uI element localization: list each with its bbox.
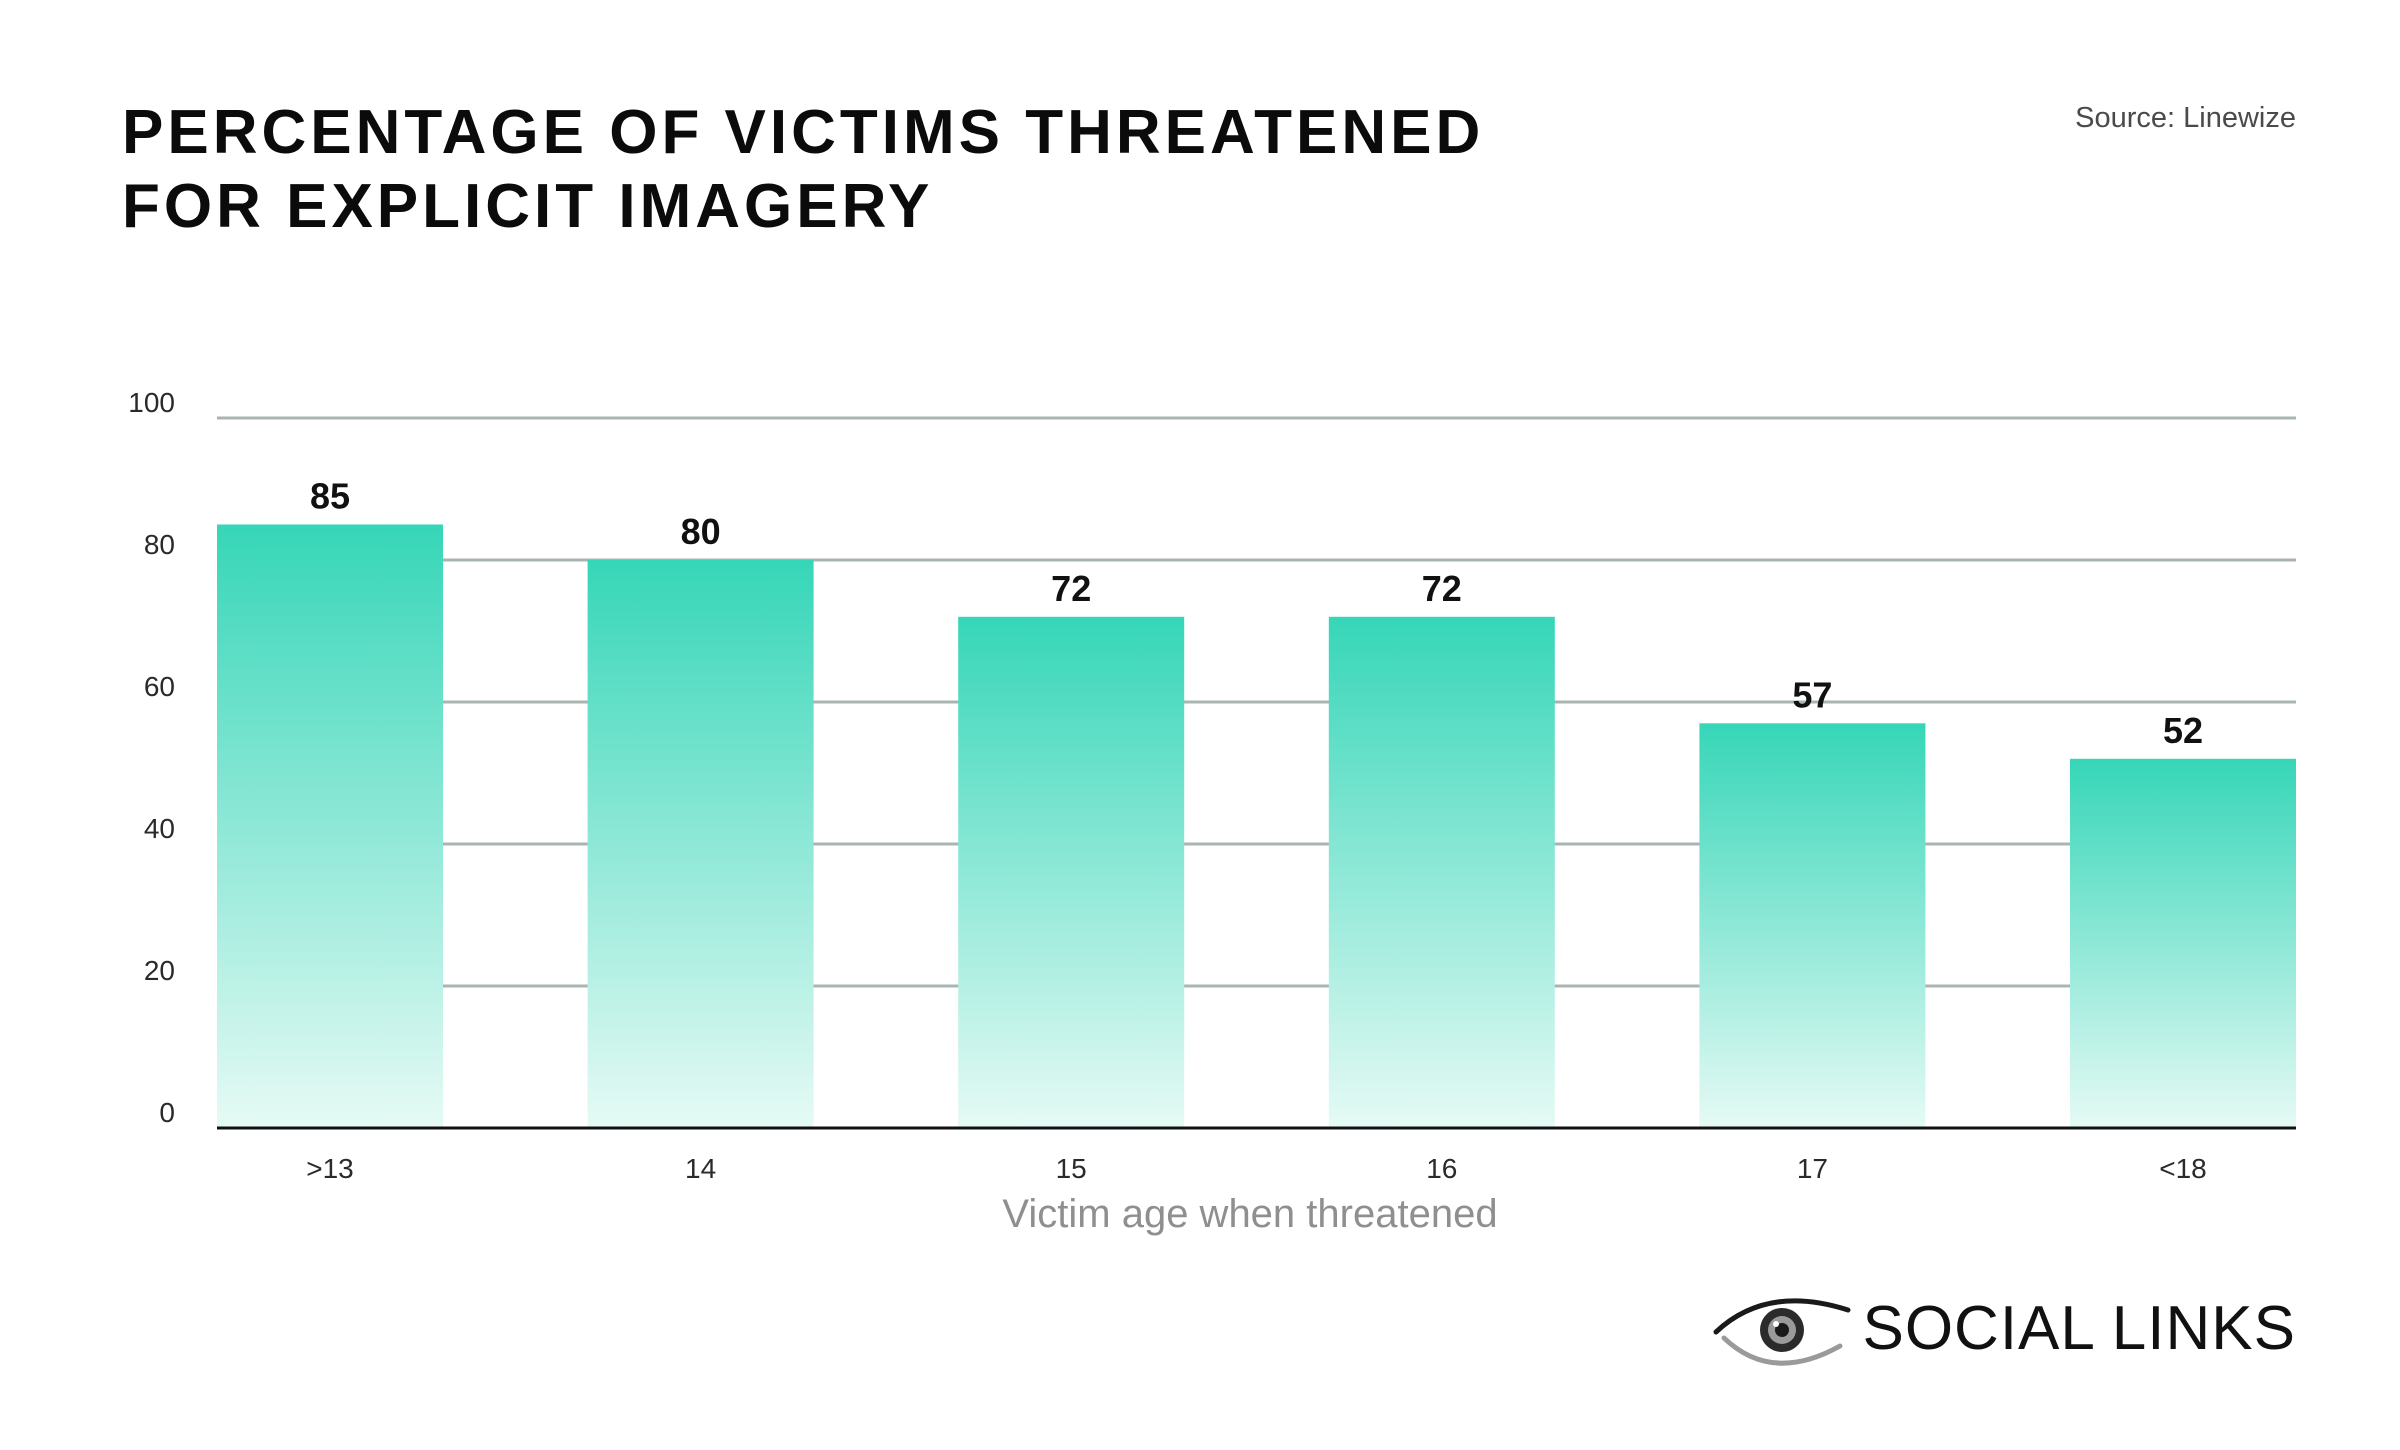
data-label: 57 [1792, 674, 1832, 715]
chart-title: PERCENTAGE OF VICTIMS THREATENED FOR EXP… [122, 96, 1622, 245]
eye-icon [1713, 1298, 1851, 1366]
data-label: 72 [1422, 568, 1462, 609]
data-labels: 85 80 72 72 57 52 [310, 476, 2203, 751]
grid-lines [217, 416, 2296, 988]
bar-4 [1699, 723, 1926, 1128]
x-tick-label: >13 [306, 1153, 354, 1184]
y-tick-label: 0 [159, 1097, 175, 1128]
data-label: 72 [1051, 568, 1091, 609]
logo-text: SOCIAL LINKS [1862, 1293, 2296, 1363]
x-tick-label: 15 [1056, 1153, 1087, 1184]
y-tick-label: 100 [128, 387, 175, 418]
bar-3 [1328, 616, 1555, 1128]
social-links-logo: SOCIAL LINKS [1712, 1280, 2296, 1376]
bar-1 [587, 560, 814, 1128]
data-label: 52 [2163, 710, 2203, 751]
data-label: 80 [681, 511, 721, 552]
y-tick-label: 80 [144, 529, 175, 560]
x-tick-label: 16 [1426, 1153, 1457, 1184]
bar-5 [2070, 758, 2296, 1128]
source-note: Source: Linewize [2075, 102, 2296, 134]
chart-title-line1: PERCENTAGE OF VICTIMS THREATENED [122, 98, 1485, 167]
chart-title-line2: FOR EXPLICIT IMAGERY [122, 172, 934, 242]
bar-0 [217, 524, 443, 1128]
y-tick-label: 40 [144, 813, 175, 844]
y-tick-label: 60 [144, 671, 175, 702]
bars [217, 524, 2296, 1128]
data-label: 85 [310, 476, 350, 517]
x-tick-label: <18 [2159, 1153, 2207, 1184]
x-tick-label: 17 [1797, 1153, 1828, 1184]
x-axis-title: Victim age when threatened [1002, 1192, 1498, 1236]
bar-2 [958, 616, 1185, 1128]
y-tick-label: 20 [144, 955, 175, 986]
x-tick-label: 14 [685, 1153, 716, 1184]
axes: 0 20 40 60 80 100 >13 14 15 16 17 <18 [128, 387, 2296, 1184]
